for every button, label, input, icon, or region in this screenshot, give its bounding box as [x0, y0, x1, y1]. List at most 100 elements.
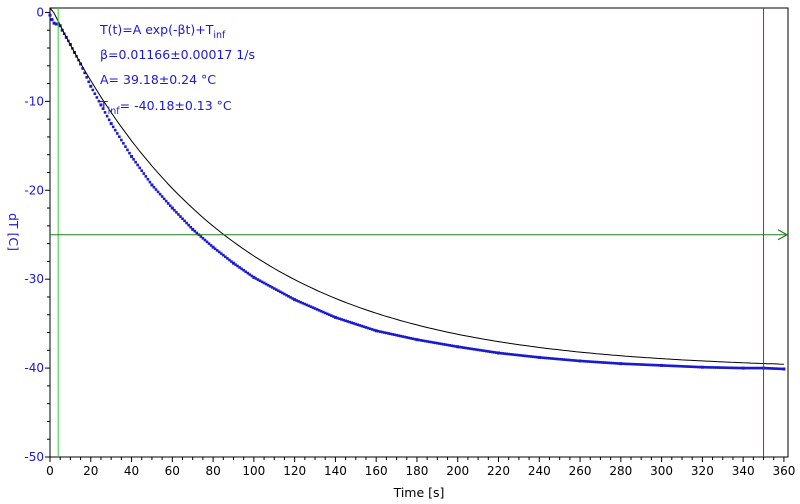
data-point — [189, 225, 192, 229]
data-point — [297, 300, 301, 303]
data-point — [134, 160, 137, 164]
data-point — [637, 363, 641, 366]
data-point — [183, 219, 186, 223]
data-point — [48, 13, 52, 17]
data-point — [554, 357, 557, 361]
data-point — [776, 367, 780, 371]
data-point — [760, 366, 763, 370]
y-tick-label: -20 — [24, 183, 44, 197]
y-tick-label: -30 — [24, 272, 44, 286]
data-point — [260, 280, 264, 284]
data-point — [389, 332, 392, 336]
data-point — [156, 190, 160, 194]
data-point — [497, 351, 501, 355]
data-point — [231, 261, 235, 265]
data-point — [277, 289, 280, 293]
data-point — [684, 365, 688, 368]
data-point — [281, 291, 284, 295]
data-point — [209, 244, 213, 247]
data-point — [299, 300, 303, 304]
data-point — [109, 122, 113, 126]
data-point — [162, 197, 166, 201]
data-point — [548, 357, 551, 360]
data-point — [148, 180, 152, 184]
data-point — [252, 275, 256, 279]
x-tick-label: 120 — [283, 464, 306, 478]
data-point — [493, 351, 496, 354]
data-point — [383, 331, 386, 334]
fit-formula-subscript: inf — [213, 30, 226, 41]
data-point — [309, 305, 313, 309]
y-axis: 0 -10 -20 -30 -40 -50 — [24, 5, 50, 464]
data-point — [507, 352, 511, 356]
data-point — [664, 364, 667, 367]
data-point — [599, 361, 602, 364]
data-point — [431, 341, 435, 344]
fit-curve — [49, 7, 784, 365]
data-point — [262, 281, 266, 285]
data-point — [758, 366, 761, 370]
data-point — [272, 287, 276, 290]
data-point — [542, 356, 545, 360]
data-point — [401, 335, 404, 338]
data-point — [682, 365, 686, 368]
data-point — [354, 322, 358, 326]
data-point — [537, 355, 541, 359]
data-point — [115, 132, 119, 135]
data-point — [120, 138, 123, 142]
data-point — [593, 360, 596, 364]
data-point — [325, 312, 329, 316]
data-point — [409, 337, 413, 340]
fit-formula: T(t)=A exp(-βt)+Tinf — [99, 22, 226, 41]
data-point — [595, 360, 598, 364]
data-point — [544, 356, 547, 360]
data-point — [305, 303, 309, 307]
data-point — [625, 362, 629, 366]
data-point — [193, 229, 197, 233]
data-point — [438, 342, 441, 345]
data-point — [562, 358, 566, 361]
data-point — [264, 282, 268, 286]
data-point — [523, 354, 527, 358]
data-point — [146, 177, 150, 181]
data-point — [270, 286, 274, 289]
data-point — [136, 163, 139, 167]
data-point — [230, 260, 233, 263]
fit-beta: β=0.01166±0.00017 1/s — [100, 47, 255, 62]
data-point — [584, 360, 588, 363]
data-point — [540, 356, 543, 359]
data-point — [646, 363, 649, 367]
x-tick-label: 100 — [242, 464, 265, 478]
data-point — [397, 334, 400, 337]
data-point — [323, 311, 327, 315]
data-point — [415, 338, 419, 342]
data-point — [203, 238, 207, 242]
x-tick-label: 60 — [165, 464, 180, 478]
data-point — [118, 135, 121, 139]
data-point — [703, 365, 706, 369]
data-point — [291, 297, 294, 300]
data-point — [780, 367, 784, 371]
data-point — [411, 337, 415, 341]
data-point — [205, 240, 209, 244]
data-point — [552, 357, 555, 360]
data-point — [246, 271, 250, 275]
data-point — [126, 148, 129, 152]
data-point — [370, 328, 374, 331]
data-point — [556, 357, 559, 361]
level-marker-arrowhead[interactable] — [777, 229, 789, 241]
data-point — [711, 366, 714, 369]
data-point — [686, 365, 690, 368]
data-point — [750, 366, 753, 370]
data-point — [301, 301, 305, 305]
data-point — [238, 266, 241, 269]
data-point — [175, 211, 178, 214]
data-point — [676, 364, 680, 368]
data-point — [366, 326, 370, 330]
data-point — [735, 366, 739, 370]
data-point — [319, 309, 323, 313]
data-point — [478, 348, 482, 352]
data-point — [91, 88, 95, 92]
data-point — [778, 367, 782, 371]
data-point — [54, 22, 58, 26]
